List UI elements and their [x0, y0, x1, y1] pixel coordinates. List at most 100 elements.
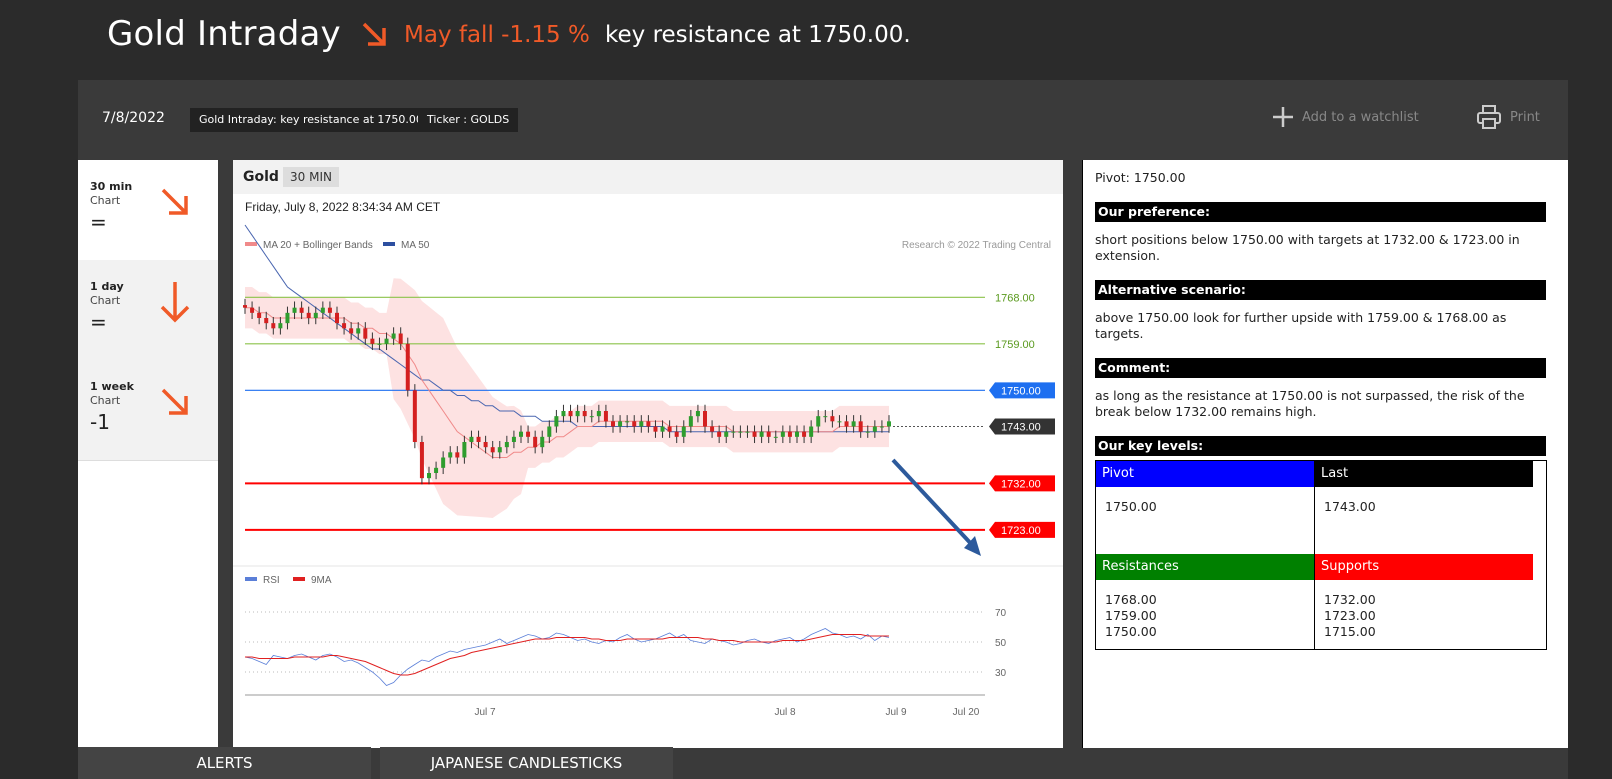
candle-body [391, 333, 396, 339]
nav-label: 30 min [90, 180, 133, 193]
candle-body [717, 431, 722, 437]
alternative-heading: Alternative scenario: [1095, 280, 1546, 300]
candle-body [851, 421, 856, 427]
resistance-value: 1759.00 [1105, 608, 1157, 623]
watchlist-label: Add to a watchlist [1302, 109, 1419, 125]
resistance-value: 1768.00 [1105, 592, 1157, 607]
candle-body [497, 447, 502, 453]
print-button[interactable]: Print [1476, 104, 1540, 130]
last-value: 1743.00 [1324, 499, 1376, 514]
candle-body [695, 411, 700, 417]
candle-body [412, 390, 417, 442]
candle-body [342, 323, 347, 329]
candle-body [809, 426, 814, 437]
candle-body [327, 307, 332, 313]
level-label: 1759.00 [995, 339, 1035, 351]
candle-body [759, 431, 764, 437]
candle-body [483, 442, 488, 448]
timeframe-badge[interactable]: 30 MIN [283, 167, 339, 187]
key-levels: 1768.00 1759.00 1750.00 1743.00 1732.00 1723.… [245, 292, 1055, 538]
candle-body [745, 431, 750, 433]
down-right-arrow-icon [161, 388, 188, 415]
candle-body [377, 343, 382, 345]
instrument-name: Gold [243, 169, 279, 185]
candle-body [681, 426, 686, 437]
bollinger-band [245, 278, 889, 518]
candle-body [632, 421, 637, 427]
plus-icon [1273, 107, 1293, 127]
candle-body [384, 338, 389, 344]
timeframe-nav: 30 min Chart = 1 day Chart = 1 week Char… [78, 160, 218, 748]
nav-item-30min[interactable]: 30 min Chart = [78, 160, 218, 261]
candle-body [703, 411, 707, 427]
candle-body [568, 411, 573, 417]
rsi-ma-legend-label: 9MA [311, 575, 332, 586]
candle-body [780, 431, 785, 437]
nav-item-1week[interactable]: 1 week Chart -1 [78, 360, 218, 461]
candle-body [511, 436, 516, 442]
level-label-tag [989, 475, 1055, 492]
supports-header: Supports [1315, 554, 1533, 580]
candle-body [611, 421, 615, 427]
pivot-value: 1750.00 [1105, 499, 1157, 514]
candle-body [526, 431, 531, 437]
candle-body [476, 436, 481, 442]
candle-body [356, 328, 361, 334]
candle-body [618, 421, 623, 427]
candle-body [533, 436, 538, 448]
nav-sub: Chart [90, 394, 121, 407]
title-tag: Gold Intraday: key resistance at 1750.00… [190, 108, 436, 132]
candle-body [660, 426, 665, 432]
tab-japanese-candlesticks[interactable]: JAPANESE CANDLESTICKS [380, 747, 673, 779]
candle-body [519, 431, 523, 437]
rsi-tick-label: 70 [995, 608, 1007, 619]
candle-body [320, 307, 325, 313]
chart-timestamp: Friday, July 8, 2022 8:34:34 AM CET [245, 200, 441, 214]
candle-body [257, 312, 262, 318]
candle-body [292, 307, 297, 313]
level-label: 1768.00 [995, 292, 1035, 304]
resistance-value: 1750.00 [1105, 624, 1157, 639]
level-label-tag [989, 382, 1055, 399]
rsi-tick-label: 50 [995, 638, 1007, 649]
candle-body [448, 452, 453, 458]
level-label: 1750.00 [1001, 385, 1041, 397]
candle-body [561, 411, 566, 417]
analysis-panel: Pivot: 1750.00 Our preference: short pos… [1083, 160, 1568, 748]
last-header: Last [1315, 461, 1533, 487]
candle-body [738, 431, 743, 433]
print-label: Print [1510, 109, 1540, 125]
level-label: 1743.00 [1001, 422, 1041, 434]
candle-body [547, 426, 552, 437]
down-arrow-icon [160, 282, 190, 323]
main-panel: 7/8/2022 Gold Intraday: key resistance a… [78, 80, 1568, 779]
bollinger-band-area [245, 278, 889, 518]
candle-body [844, 421, 849, 427]
candle-body [349, 328, 354, 334]
pivot-header: Pivot [1096, 461, 1314, 487]
candle-body [795, 431, 799, 437]
direction-text: May fall -1.15 % [404, 22, 590, 48]
candle-body [688, 416, 693, 427]
nav-item-1day[interactable]: 1 day Chart = [78, 260, 218, 361]
nav-label: 1 day [90, 280, 124, 293]
candle-body [596, 411, 601, 417]
level-label: 1723.00 [1001, 525, 1041, 537]
price-chart: MA 20 + Bollinger Bands MA 50 Research ©… [233, 224, 1063, 718]
support-value: 1715.00 [1324, 624, 1376, 639]
candle-body [370, 338, 375, 344]
nav-value: -1 [90, 410, 110, 434]
rsi-legend-label: RSI [263, 575, 280, 586]
candle-body [299, 307, 304, 313]
add-watchlist-button[interactable]: Add to a watchlist [1272, 106, 1419, 128]
tab-alerts[interactable]: ALERTS [78, 747, 371, 779]
candle-body [271, 323, 276, 329]
level-label-tag [989, 418, 1055, 435]
rsi-legend: RSI 9MA [245, 575, 332, 586]
key-levels-table: Pivot Last 1750.00 1743.00 Resistances S… [1095, 460, 1547, 650]
down-right-arrow-icon [362, 22, 386, 46]
candle-body [313, 312, 318, 318]
candle-body [816, 416, 821, 427]
x-axis: Jul 7 Jul 8 Jul 9 Jul 20 [245, 694, 985, 718]
candle-body [490, 447, 495, 453]
